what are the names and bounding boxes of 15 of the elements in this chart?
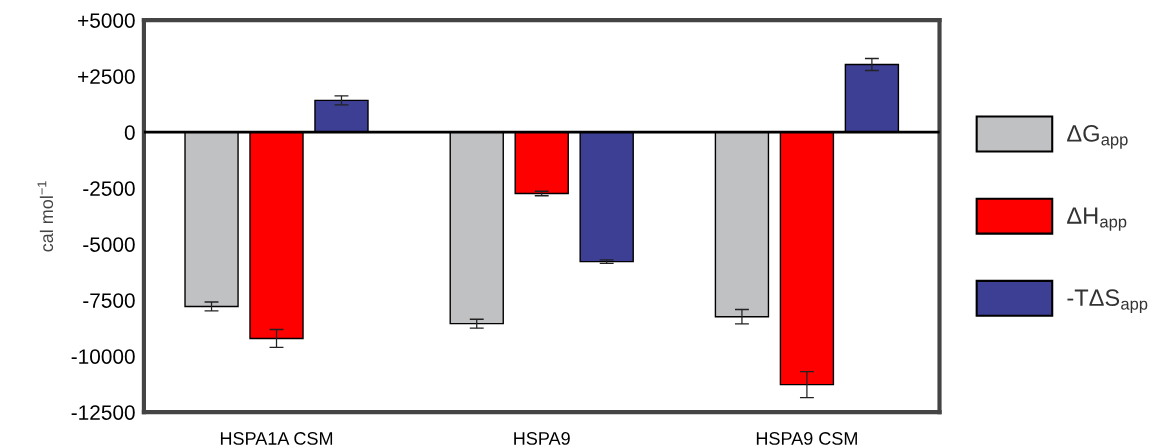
x-tick-label: HSPA1A CSM [220,432,333,445]
y-tick-label: -2500 [83,181,135,196]
y-tick-label: +2500 [78,69,135,84]
y-tick-label: -7500 [83,293,135,308]
legend-label: -TΔS$_{app}$ [1067,289,1148,314]
y-axis-title: cal mol$^{−1}$ [37,181,54,252]
y-tick-label: -5000 [83,237,135,252]
y-tick-label: -10000 [71,349,135,364]
legend-label: ΔH$_{app}$ [1067,207,1127,231]
y-tick-label: 0 [124,125,135,140]
y-tick-label: -12500 [71,405,135,420]
legend-label: ΔG$_{app}$ [1067,125,1128,149]
x-tick-label: HSPA9 CSM [756,432,857,445]
y-tick-label: +5000 [78,13,135,28]
x-tick-label: HSPA9 [514,432,570,445]
